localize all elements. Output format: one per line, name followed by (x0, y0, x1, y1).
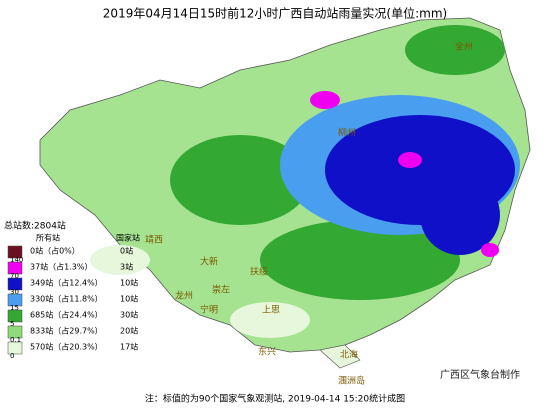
rain-area (405, 25, 505, 75)
legend-all: 833站（占29.7%） (30, 326, 103, 336)
legend-all: 570站（占20.3%） (30, 342, 103, 352)
rain-area (481, 243, 499, 257)
legend-swatch (7, 309, 23, 323)
legend-all: 349站（占12.4%） (30, 278, 103, 288)
city-label: 崇左 (212, 284, 230, 296)
legend-col-all: 所有站 (36, 233, 60, 243)
legend-all: 37站（占1.3%） (30, 262, 93, 272)
city-label: 北海 (340, 349, 358, 361)
legend-threshold: 15 (10, 304, 19, 312)
legend-swatch (7, 277, 23, 291)
credit: 广西区气象台制作 (440, 368, 520, 381)
city-label: 柳州 (338, 127, 356, 139)
rain-area (310, 91, 340, 109)
legend-swatch (7, 341, 23, 355)
legend-swatch (7, 261, 23, 275)
legend-threshold: 140 (10, 256, 23, 264)
legend-all: 685站（占24.4%） (30, 310, 103, 320)
rain-area (230, 302, 310, 338)
city-label: 龙州 (175, 290, 193, 302)
legend-threshold: 0.1 (10, 336, 21, 344)
city-label: 涠洲岛 (338, 375, 365, 387)
legend-all: 330站（占11.8%） (30, 294, 103, 304)
legend-all: 0站（占0%） (30, 246, 80, 256)
legend-threshold: 30 (10, 288, 19, 296)
legend-national: 10站 (120, 278, 138, 288)
legend-national: 20站 (120, 326, 138, 336)
legend-threshold: 5 (10, 320, 14, 328)
map-title: 2019年04月14日15时前12小时广西自动站雨量实况(单位:mm) (103, 6, 447, 21)
coast (319, 344, 361, 369)
province-map (39, 17, 531, 369)
legend-national: 10站 (120, 294, 138, 304)
rain-area (398, 152, 422, 168)
city-label: 全州 (455, 41, 473, 53)
legend-national: 3站 (120, 262, 133, 272)
rain-area (260, 220, 460, 300)
legend-swatch (7, 325, 23, 339)
city-label: 东兴 (258, 346, 276, 358)
legend-threshold: 70 (10, 272, 19, 280)
city-label: 大新 (200, 256, 218, 268)
footer-note: 注：标值的为90个国家气象观测站, 2019-04-14 15:20统计成图 (145, 393, 405, 405)
legend-swatch (7, 293, 23, 307)
rain-area (420, 175, 500, 255)
rain-area (170, 135, 310, 225)
city-label: 宁明 (200, 304, 218, 316)
legend-col-national: 国家站 (116, 233, 140, 243)
legend-total: 总站数:2804站 (4, 220, 66, 232)
legend-national: 0站 (120, 246, 133, 256)
city-label: 靖西 (145, 234, 163, 246)
legend-threshold: 0 (10, 352, 14, 360)
legend-national: 17站 (120, 342, 138, 352)
legend-swatch (7, 245, 23, 259)
city-label: 上思 (262, 305, 280, 316)
legend-national: 30站 (120, 310, 138, 320)
rain-area (90, 245, 150, 275)
city-label: 扶绥 (250, 266, 268, 278)
